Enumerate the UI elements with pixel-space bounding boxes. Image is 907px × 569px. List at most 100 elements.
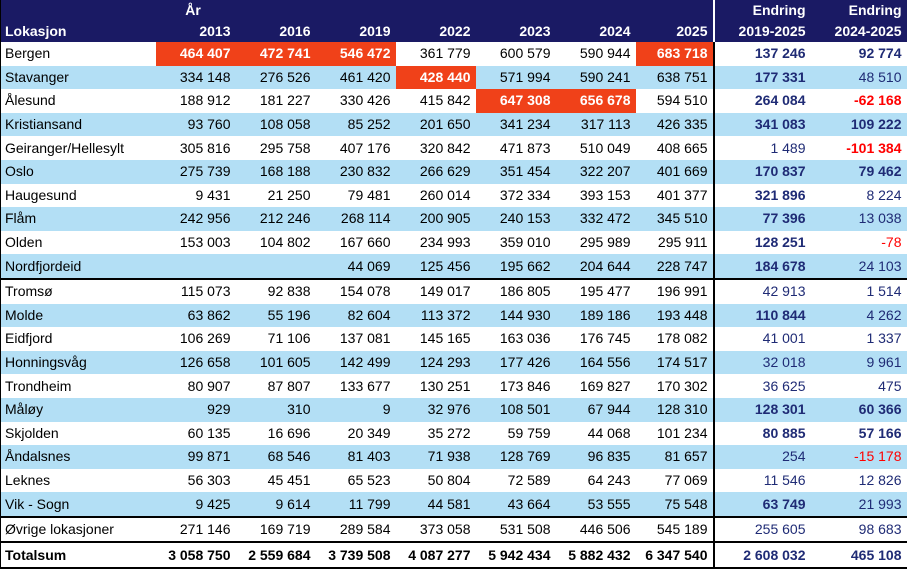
year-value-cell: 656 678 xyxy=(556,89,636,113)
year-value-cell: 128 769 xyxy=(476,445,556,469)
year-value-cell: 393 153 xyxy=(556,184,636,208)
year-value-cell: 173 846 xyxy=(476,374,556,398)
year-value-cell: 683 718 xyxy=(636,42,714,66)
year-value-cell: 11 799 xyxy=(316,492,396,517)
year-value-cell: 142 499 xyxy=(316,351,396,375)
year-value-cell: 154 078 xyxy=(316,279,396,304)
year-value-cell: 240 153 xyxy=(476,207,556,231)
year-column-header: 2024 xyxy=(556,20,636,42)
change-group-label-1: Endring xyxy=(714,0,811,20)
year-value-cell: 128 310 xyxy=(636,398,714,422)
year-value-cell: 317 113 xyxy=(556,113,636,137)
year-value-cell: 195 477 xyxy=(556,279,636,304)
year-value-cell: 426 335 xyxy=(636,113,714,137)
year-value-cell: 401 669 xyxy=(636,160,714,184)
year-value-cell: 104 802 xyxy=(236,231,316,255)
change-value-cell: 24 103 xyxy=(811,254,907,279)
year-value-cell: 461 420 xyxy=(316,66,396,90)
year-value-cell: 332 472 xyxy=(556,207,636,231)
year-column-header: 2016 xyxy=(236,20,316,42)
change-value-cell: 13 038 xyxy=(811,207,907,231)
year-value-cell: 234 993 xyxy=(396,231,476,255)
year-value-cell: 341 234 xyxy=(476,113,556,137)
location-cell: Olden xyxy=(1,231,156,255)
change-value-cell: 254 xyxy=(714,445,811,469)
change-value-cell: 137 246 xyxy=(714,42,811,66)
change-value-cell: 109 222 xyxy=(811,113,907,137)
year-value-cell: 4 087 277 xyxy=(396,542,476,568)
year-value-cell: 401 377 xyxy=(636,184,714,208)
year-value-cell: 170 302 xyxy=(636,374,714,398)
year-value-cell: 163 036 xyxy=(476,327,556,351)
year-value-cell: 189 186 xyxy=(556,304,636,328)
year-value-cell: 320 842 xyxy=(396,136,476,160)
year-value-cell: 35 272 xyxy=(396,422,476,446)
change-value-cell: -101 384 xyxy=(811,136,907,160)
location-cell: Bergen xyxy=(1,42,156,66)
year-value-cell: 108 501 xyxy=(476,398,556,422)
year-value-cell: 571 994 xyxy=(476,66,556,90)
location-cell: Nordfjordeid xyxy=(1,254,156,279)
year-value-cell: 65 523 xyxy=(316,469,396,493)
change-value-cell: 4 262 xyxy=(811,304,907,328)
year-value-cell: 330 426 xyxy=(316,89,396,113)
year-value-cell: 407 176 xyxy=(316,136,396,160)
year-value-cell: 361 779 xyxy=(396,42,476,66)
year-value-cell: 464 407 xyxy=(156,42,236,66)
year-value-cell: 322 207 xyxy=(556,160,636,184)
location-column-header: Lokasjon xyxy=(1,20,156,42)
year-value-cell: 3 739 508 xyxy=(316,542,396,568)
year-value-cell: 16 696 xyxy=(236,422,316,446)
change-value-cell: -78 xyxy=(811,231,907,255)
year-value-cell: 96 835 xyxy=(556,445,636,469)
year-value-cell: 82 604 xyxy=(316,304,396,328)
year-value-cell: 55 196 xyxy=(236,304,316,328)
change-value-cell: 1 337 xyxy=(811,327,907,351)
year-value-cell: 106 269 xyxy=(156,327,236,351)
change-value-cell: 77 396 xyxy=(714,207,811,231)
year-value-cell: 169 827 xyxy=(556,374,636,398)
change-value-cell: 60 366 xyxy=(811,398,907,422)
year-value-cell: 9 xyxy=(316,398,396,422)
year-value-cell: 5 882 432 xyxy=(556,542,636,568)
corner-cell xyxy=(1,0,156,20)
year-value-cell: 92 838 xyxy=(236,279,316,304)
header-spacer xyxy=(316,0,396,20)
year-value-cell: 145 165 xyxy=(396,327,476,351)
year-value-cell: 21 250 xyxy=(236,184,316,208)
year-value-cell: 124 293 xyxy=(396,351,476,375)
year-value-cell: 5 942 434 xyxy=(476,542,556,568)
header-spacer xyxy=(396,0,476,20)
change-value-cell: 21 993 xyxy=(811,492,907,517)
change-value-cell: 79 462 xyxy=(811,160,907,184)
header-columns-row: Lokasjon 2013 2016 2019 2022 2023 2024 2… xyxy=(1,20,907,42)
change-value-cell: 1 489 xyxy=(714,136,811,160)
year-value-cell: 174 517 xyxy=(636,351,714,375)
year-value-cell: 200 905 xyxy=(396,207,476,231)
year-value-cell: 56 303 xyxy=(156,469,236,493)
year-value-cell: 77 069 xyxy=(636,469,714,493)
change-value-cell: 110 844 xyxy=(714,304,811,328)
year-column-header: 2025 xyxy=(636,20,714,42)
year-value-cell: 196 991 xyxy=(636,279,714,304)
year-value-cell: 345 510 xyxy=(636,207,714,231)
year-value-cell: 373 058 xyxy=(396,517,476,543)
year-value-cell: 408 665 xyxy=(636,136,714,160)
change-value-cell: 1 514 xyxy=(811,279,907,304)
year-value-cell: 471 873 xyxy=(476,136,556,160)
year-value-cell: 428 440 xyxy=(396,66,476,90)
location-cell: Oslo xyxy=(1,160,156,184)
location-cell: Trondheim xyxy=(1,374,156,398)
location-cell: Stavanger xyxy=(1,66,156,90)
change-value-cell: 264 084 xyxy=(714,89,811,113)
location-cell: Vik - Sogn xyxy=(1,492,156,517)
location-cell: Kristiansand xyxy=(1,113,156,137)
